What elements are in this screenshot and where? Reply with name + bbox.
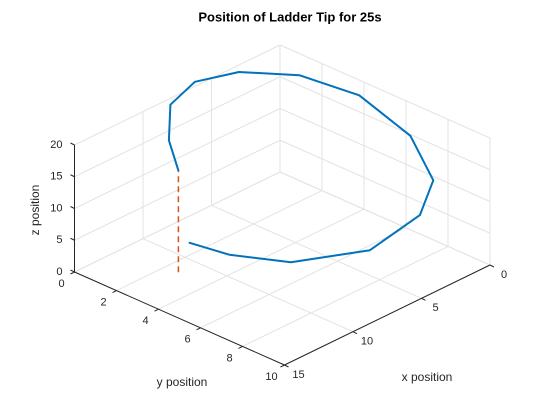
- x-tick-label: 10: [361, 336, 373, 348]
- y-tick-label: 4: [142, 315, 148, 327]
- x-tick: [421, 297, 426, 301]
- z-tick: [70, 206, 75, 209]
- x-tick: [489, 264, 495, 268]
- grid-line: [74, 139, 281, 241]
- y-tick: [238, 345, 243, 349]
- y-tick: [112, 290, 117, 294]
- grid-line: [242, 245, 449, 347]
- x-tick-label: 15: [292, 369, 304, 381]
- grid-line: [279, 44, 491, 139]
- grid-line: [116, 190, 323, 292]
- x-tick: [352, 331, 358, 335]
- grid-line: [74, 171, 281, 273]
- x-axis-label: x position: [402, 370, 453, 384]
- y-tick-label: 2: [100, 297, 106, 309]
- grid-line: [279, 171, 491, 266]
- x-axis: [284, 264, 491, 366]
- grid-line: [279, 76, 491, 171]
- z-tick: [70, 237, 75, 241]
- z-tick-label: 0: [56, 266, 62, 278]
- x-tick: [284, 364, 289, 368]
- y-tick-label: 0: [58, 278, 64, 290]
- grid-line: [74, 44, 281, 146]
- y-tick: [196, 327, 201, 331]
- y-tick: [154, 308, 159, 312]
- grid-line: [74, 108, 281, 209]
- chart-title: Position of Ladder Tip for 25s: [198, 9, 381, 24]
- grid-line: [142, 238, 354, 333]
- y-axis-label: y position: [157, 375, 208, 389]
- x-tick-label: 5: [432, 302, 438, 314]
- z-tick-label: 10: [50, 202, 62, 214]
- z-tick-label: 5: [56, 234, 62, 246]
- series-line: [167, 71, 435, 264]
- z-tick-label: 15: [50, 171, 62, 183]
- grid-line: [74, 76, 281, 178]
- y-tick: [280, 364, 285, 368]
- z-axis-label: z position: [28, 185, 42, 236]
- y-tick-label: 10: [265, 371, 277, 383]
- z-tick: [70, 269, 75, 273]
- grid-line: [200, 227, 407, 329]
- y-tick-label: 8: [226, 352, 232, 364]
- y-tick-label: 6: [184, 334, 190, 346]
- grid-line: [279, 139, 491, 234]
- z-tick: [70, 142, 75, 146]
- y-tick: [70, 271, 75, 275]
- grid-line: [279, 108, 491, 202]
- grid-line: [211, 204, 422, 299]
- z-tick: [70, 174, 75, 178]
- y-axis: [74, 271, 285, 366]
- z-tick-label: 20: [50, 139, 62, 151]
- x-tick-label: 0: [501, 269, 507, 281]
